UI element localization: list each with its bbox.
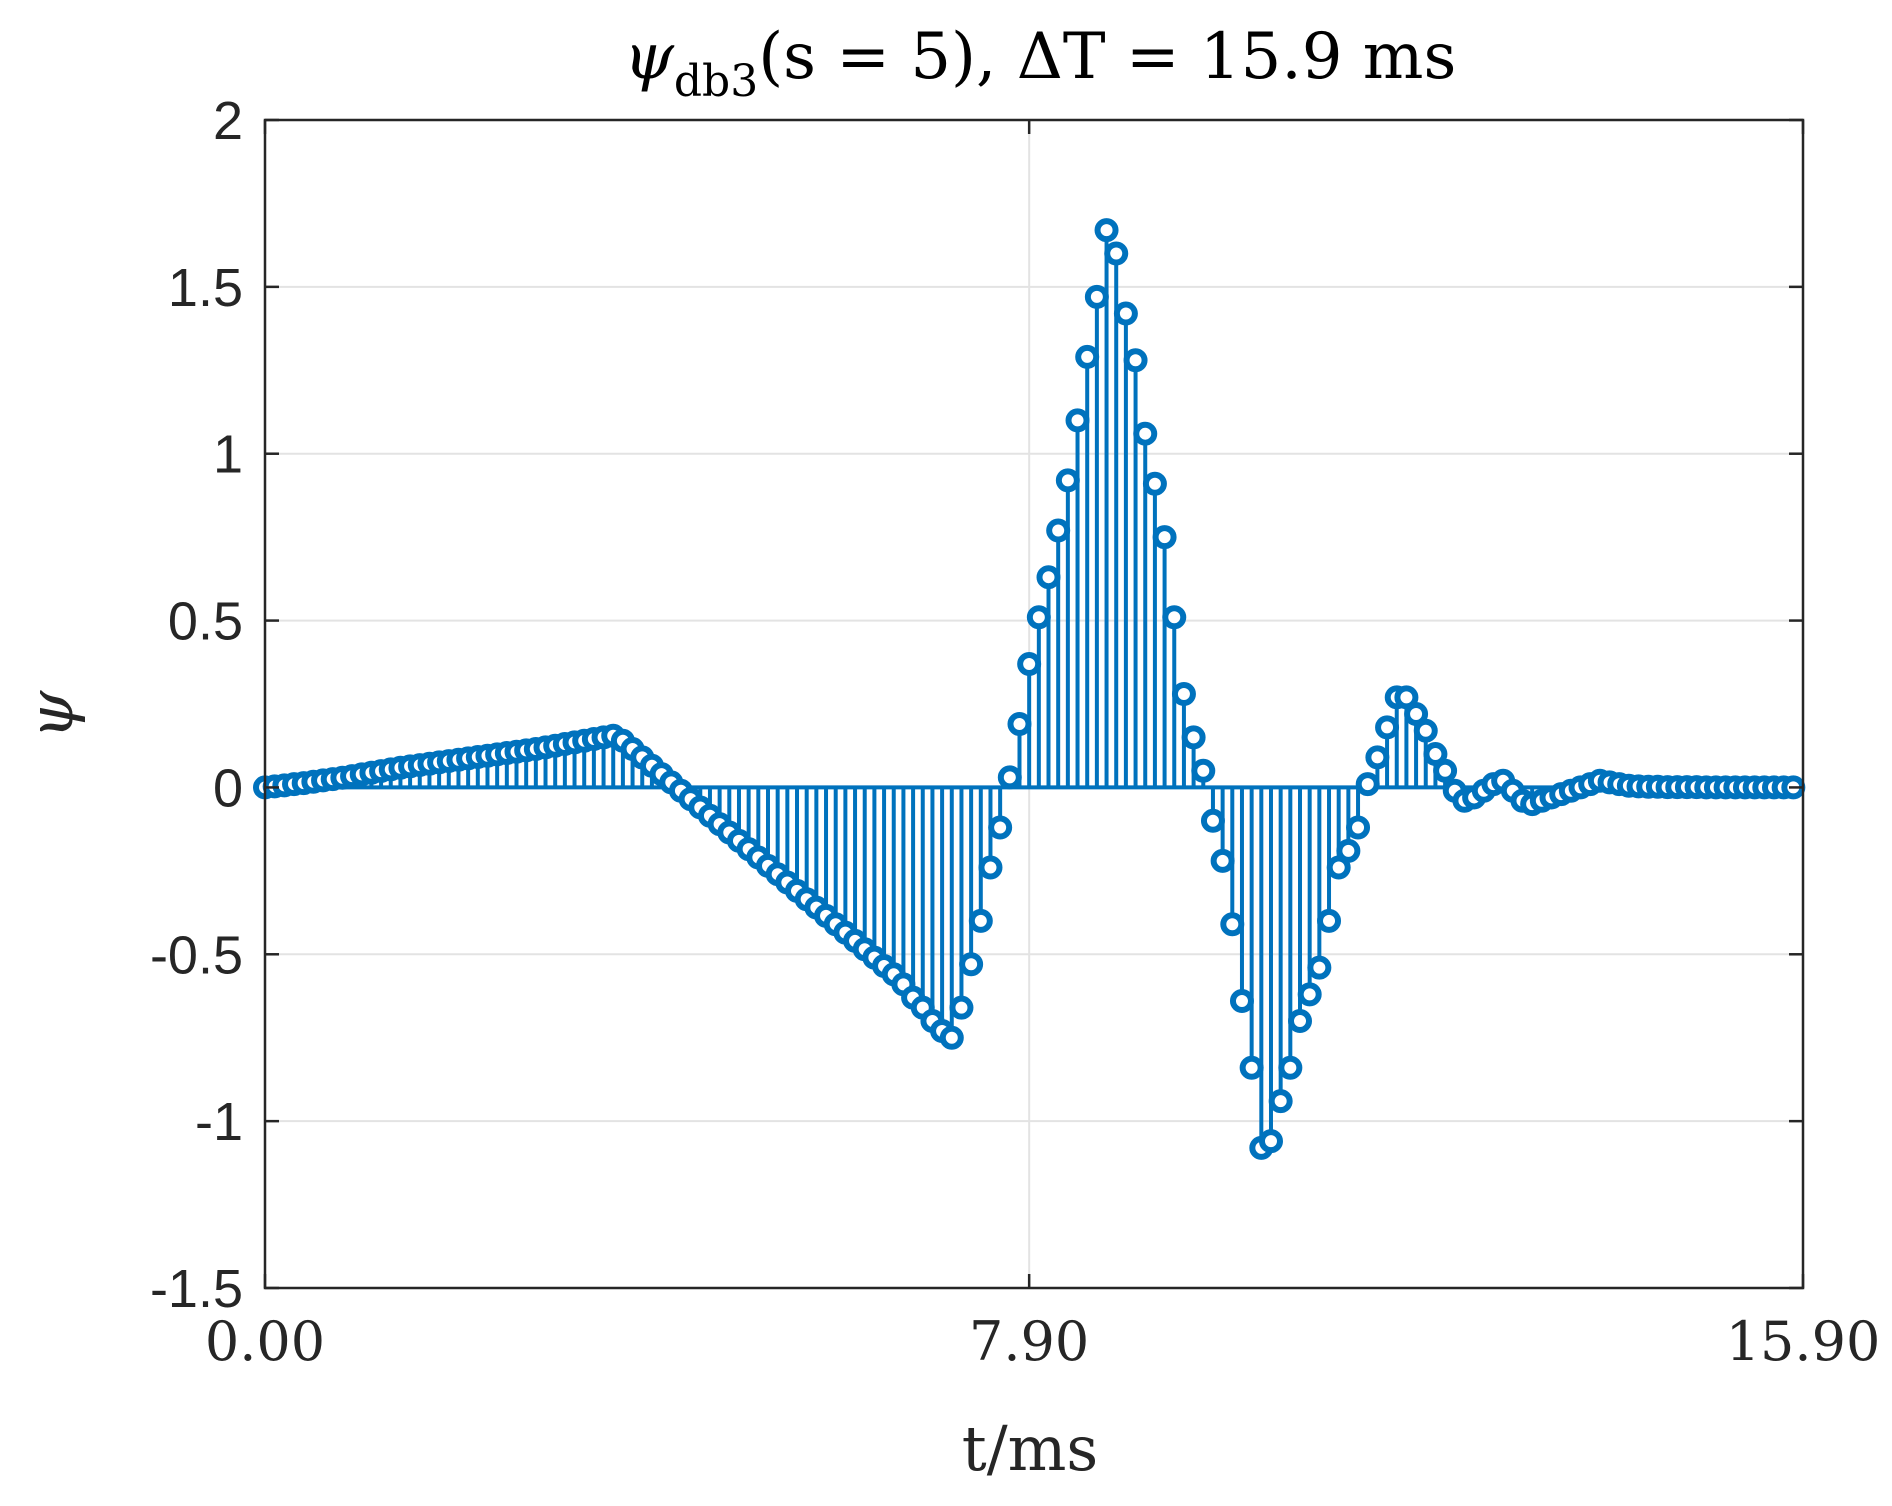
- stem-marker: [949, 995, 974, 1020]
- stem-markers: [253, 218, 1806, 1160]
- stem-marker: [1375, 715, 1400, 740]
- stem-marker: [1210, 848, 1235, 873]
- x-axis-label: t/ms: [962, 1412, 1098, 1485]
- stem-marker: [1307, 955, 1332, 980]
- stem-marker: [1007, 712, 1032, 737]
- stem-marker: [1413, 718, 1438, 743]
- stem-marker: [1152, 525, 1177, 550]
- stem-marker: [978, 855, 1003, 880]
- stem-marker: [1123, 348, 1148, 373]
- stem-marker: [1142, 471, 1167, 496]
- x-tick-label: 7.90: [969, 1310, 1089, 1373]
- y-tick-label: 1.5: [168, 258, 243, 318]
- stem-marker: [1104, 241, 1129, 266]
- stem-marker: [1297, 982, 1322, 1007]
- stem-marker: [1113, 301, 1138, 326]
- stem-marker: [1394, 685, 1419, 710]
- y-tick-label: -0.5: [150, 925, 243, 985]
- stem-marker: [1181, 725, 1206, 750]
- stem-marker: [959, 952, 984, 977]
- y-tick-labels: -1.5 -1 -0.5 0 0.5 1 1.5 2: [150, 91, 243, 1319]
- stem-marker: [1065, 408, 1090, 433]
- stem-marker: [1084, 284, 1109, 309]
- stem-marker: [1317, 908, 1342, 933]
- stem-marker: [997, 765, 1022, 790]
- y-tick-label: -1.5: [150, 1259, 243, 1319]
- stem-marker: [1326, 855, 1351, 880]
- y-tick-label: 2: [213, 91, 243, 151]
- stem-marker: [1346, 815, 1371, 840]
- stem-marker: [939, 1025, 964, 1050]
- x-tick-label: 0.00: [205, 1310, 325, 1373]
- stem-marker: [1046, 518, 1071, 543]
- stem-marker: [1288, 1009, 1313, 1034]
- stem-marker: [1229, 989, 1254, 1014]
- y-axis-label: ψ: [14, 689, 87, 739]
- stem-marker: [1423, 742, 1448, 767]
- x-tick-label: 15.90: [1726, 1310, 1881, 1373]
- stem-marker: [1268, 1089, 1293, 1114]
- stem-marker: [988, 815, 1013, 840]
- stem-marker: [968, 908, 993, 933]
- y-tick-label: 1: [213, 425, 243, 485]
- y-tick-label: 0: [213, 758, 243, 818]
- stem-marker: [1162, 605, 1187, 630]
- stem-marker: [1036, 565, 1061, 590]
- stem-marker: [1336, 838, 1361, 863]
- stem-marker: [1433, 758, 1458, 783]
- stem-marker: [1365, 745, 1390, 770]
- stem-marker: [1278, 1055, 1303, 1080]
- y-tick-label: 0.5: [168, 592, 243, 652]
- stem-marker: [1094, 218, 1119, 243]
- x-tick-labels: 0.00 7.90 15.90: [205, 1310, 1880, 1373]
- stem-marker: [1239, 1055, 1264, 1080]
- stem-marker: [1404, 702, 1429, 727]
- y-tick-label: -1: [195, 1092, 243, 1152]
- stem-marker: [1055, 468, 1080, 493]
- stem-marker: [1200, 808, 1225, 833]
- chart-title: ψdb3(s = 5), ΔT = 15.9 ms: [624, 20, 1457, 107]
- plot-frame: [263, 118, 1805, 1290]
- stem-marker: [1075, 344, 1100, 369]
- stem-marker: [1133, 421, 1158, 446]
- stem-marker: [1258, 1129, 1283, 1154]
- stem-marker: [1017, 651, 1042, 676]
- axes-box: [263, 118, 1805, 1290]
- stem-marker: [1026, 605, 1051, 630]
- stem-marker: [1191, 758, 1216, 783]
- stem-marker: [1220, 912, 1245, 937]
- stem-marker: [1355, 772, 1380, 797]
- stem-marker: [1171, 681, 1196, 706]
